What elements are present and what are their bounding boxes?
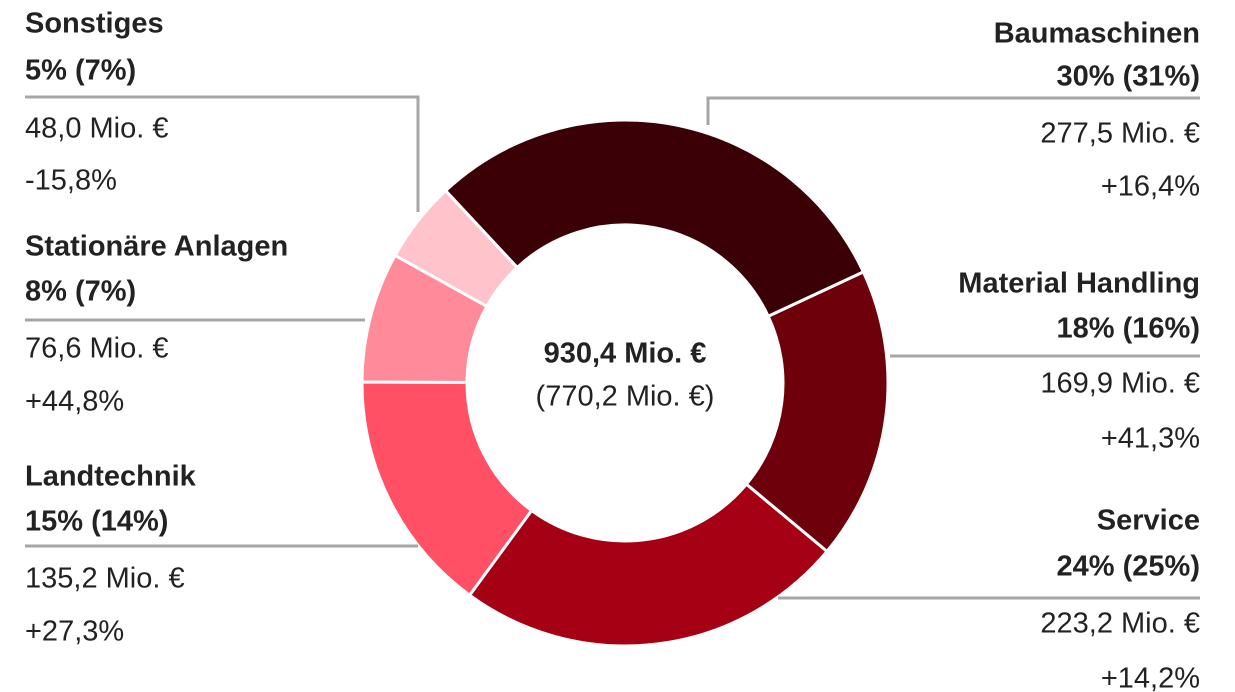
- segment-change: +27,3%: [25, 616, 124, 648]
- donut-segment: [360, 253, 489, 384]
- segment-share: 30% (31%): [1057, 61, 1200, 93]
- segment-change: +16,4%: [1101, 171, 1200, 203]
- segment-change: +44,8%: [25, 386, 124, 418]
- segment-name: Material Handling: [958, 268, 1200, 300]
- center-label: 930,4 Mio. €: [544, 338, 707, 370]
- segment-name: Service: [1097, 505, 1200, 537]
- segment-share: 18% (16%): [1057, 313, 1200, 345]
- segment-amount: 135,2 Mio. €: [25, 563, 185, 595]
- segment-amount: 48,0 Mio. €: [25, 113, 168, 145]
- segment-share: 24% (25%): [1057, 551, 1200, 583]
- donut-segment: [443, 118, 866, 319]
- segment-amount: 223,2 Mio. €: [1040, 608, 1200, 640]
- donut-segment: [744, 269, 890, 554]
- center-sublabel: (770,2 Mio. €): [536, 381, 715, 413]
- segment-name: Sonstiges: [25, 8, 164, 40]
- segment-change: +14,2%: [1101, 663, 1200, 692]
- segment-change: +41,3%: [1101, 423, 1200, 455]
- segment-name: Baumaschinen: [994, 18, 1200, 50]
- leader-line: [706, 96, 1200, 125]
- segment-name: Landtechnik: [25, 461, 197, 493]
- segment-share: 5% (7%): [25, 55, 136, 87]
- segment-amount: 169,9 Mio. €: [1040, 368, 1200, 400]
- donut-segment: [360, 380, 534, 598]
- donut-segment: [467, 482, 830, 648]
- segment-amount: 76,6 Mio. €: [25, 333, 168, 365]
- segment-change: -15,8%: [25, 165, 117, 197]
- segment-share: 8% (7%): [25, 276, 136, 308]
- segment-name: Stationäre Anlagen: [25, 231, 288, 263]
- segment-share: 15% (14%): [25, 506, 168, 538]
- segment-amount: 277,5 Mio. €: [1040, 118, 1200, 150]
- leader-line: [25, 95, 420, 212]
